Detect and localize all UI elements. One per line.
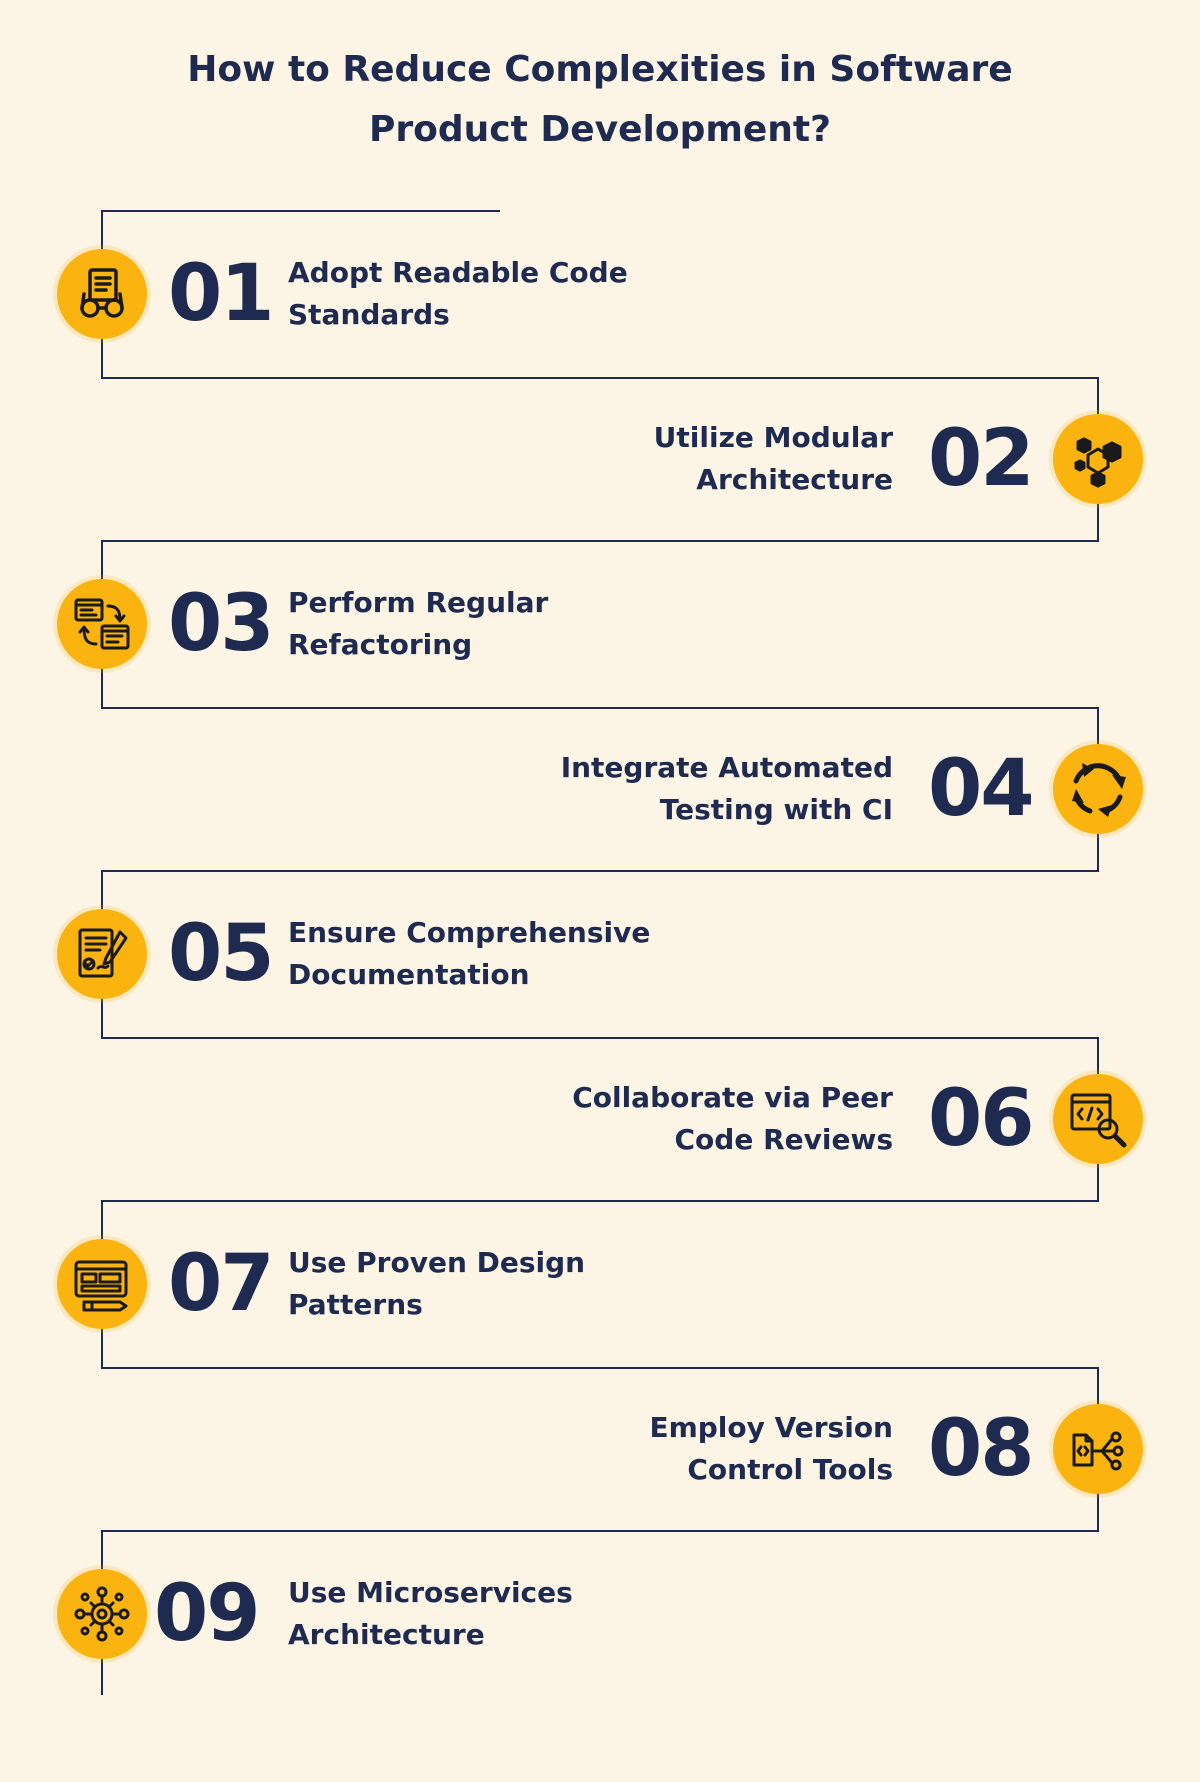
step-label: Use Microservices Architecture <box>288 1572 573 1656</box>
step-label-line-1: Adopt Readable Code <box>288 256 628 289</box>
step-number: 09 <box>154 1569 261 1659</box>
step-number: 04 <box>928 744 1035 834</box>
modular-cubes-icon <box>1074 437 1122 488</box>
blueprint-icon <box>74 1260 128 1312</box>
document-sign-icon <box>78 928 128 978</box>
step-label: Use Proven Design Patterns <box>288 1242 585 1326</box>
step-icon-badge <box>1053 744 1143 834</box>
step-label: Ensure Comprehensive Documentation <box>288 912 650 996</box>
step-icon-badge <box>57 579 147 669</box>
step-label-line-2: Architecture <box>288 1618 485 1651</box>
step-number: 07 <box>168 1239 275 1329</box>
step-icon-badge <box>1053 1404 1143 1494</box>
step-label-line-1: Ensure Comprehensive <box>288 916 651 949</box>
page-title: How to Reduce Complexities in Software P… <box>0 40 1200 160</box>
step-label-line-2: Control Tools <box>687 1453 893 1486</box>
network-gear-icon <box>74 1586 130 1642</box>
code-search-icon <box>1070 1093 1127 1148</box>
step-label-line-1: Integrate Automated <box>560 751 893 784</box>
step-label-line-1: Collaborate via Peer <box>572 1081 893 1114</box>
step-label-line-1: Use Microservices <box>288 1576 573 1609</box>
step-label: Collaborate via Peer Code Reviews <box>572 1077 893 1161</box>
step-label-line-1: Perform Regular <box>288 586 549 619</box>
version-branch-icon <box>1072 1431 1124 1471</box>
title-line-2: Product Development? <box>368 109 832 150</box>
step-number: 08 <box>928 1404 1035 1494</box>
step-label-line-2: Testing with CI <box>659 793 893 826</box>
step-label-line-1: Employ Version <box>649 1411 893 1444</box>
step-icon-badge <box>57 249 147 339</box>
step-label-line-2: Documentation <box>288 958 530 991</box>
step-number: 01 <box>168 249 275 339</box>
step-label-line-2: Code Reviews <box>674 1123 894 1156</box>
refactor-windows-icon <box>74 598 130 650</box>
step-label-line-1: Utilize Modular <box>653 421 893 454</box>
step-label-line-1: Use Proven Design <box>288 1246 586 1279</box>
step-label: Utilize Modular Architecture <box>654 417 893 501</box>
step-number: 06 <box>928 1074 1035 1164</box>
step-icon-badge <box>1053 1074 1143 1164</box>
step-label: Employ Version Control Tools <box>649 1407 893 1491</box>
step-number: 02 <box>928 414 1035 504</box>
step-number: 03 <box>168 579 275 669</box>
step-label: Integrate Automated Testing with CI <box>561 747 893 831</box>
step-label-line-2: Refactoring <box>288 628 473 661</box>
cycle-arrows-icon <box>1072 763 1126 817</box>
step-icon-badge <box>57 909 147 999</box>
code-review-glasses-icon <box>80 268 124 318</box>
step-label: Perform Regular Refactoring <box>288 582 548 666</box>
title-line-1: How to Reduce Complexities in Software <box>187 49 1013 90</box>
step-number: 05 <box>168 909 275 999</box>
step-label-line-2: Architecture <box>696 463 893 496</box>
step-label: Adopt Readable Code Standards <box>288 252 628 336</box>
step-icon-badge <box>57 1239 147 1329</box>
step-label-line-2: Patterns <box>288 1288 423 1321</box>
step-icon-badge <box>57 1569 147 1659</box>
step-label-line-2: Standards <box>288 298 450 331</box>
step-icon-badge <box>1053 414 1143 504</box>
